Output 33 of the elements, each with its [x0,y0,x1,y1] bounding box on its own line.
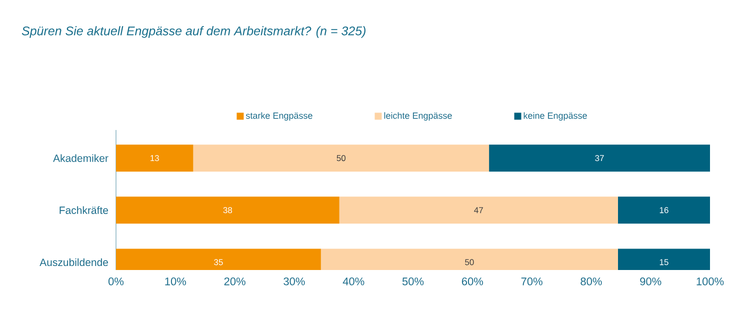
data-label: 50 [336,155,346,162]
legend-label: starke Engpässe [246,112,312,121]
bar [618,196,710,224]
data-label: 35 [214,259,223,266]
data-label: 47 [474,207,483,214]
y-tick-label: Akademiker [53,154,108,162]
data-label: 13 [150,155,159,162]
x-tick-label: 20% [224,278,246,286]
x-tick-label: 50% [402,278,424,286]
x-tick-label: 40% [342,278,364,286]
x-tick-label: 80% [580,278,602,286]
x-tick-label: 10% [165,278,186,286]
x-tick-label: 70% [521,278,542,286]
y-tick-label: Fachkräfte [60,206,108,214]
bar [489,144,710,172]
data-label: 50 [465,259,474,266]
data-label: 15 [660,259,668,266]
x-tick-label: 60% [462,278,484,286]
data-label: 16 [660,207,668,214]
data-label: 38 [223,207,232,214]
x-tick-label: 30% [284,278,305,286]
x-tick-label: 100% [696,278,724,286]
y-tick-label: Auszubildende [40,258,108,266]
bar [116,144,194,172]
bar [116,196,340,224]
bar [193,144,490,172]
x-tick-label: 90% [640,278,662,286]
legend-label: keine Engpässe [524,112,587,121]
legend-label: leichte Engpässe [384,112,452,121]
bar [339,196,618,224]
x-tick-label: 0% [108,278,124,286]
chart-title: Spüren Sie aktuell Engpässe auf dem Arbeitsmarkt? (n = 325) [22,26,366,38]
data-label: 37 [595,155,604,162]
